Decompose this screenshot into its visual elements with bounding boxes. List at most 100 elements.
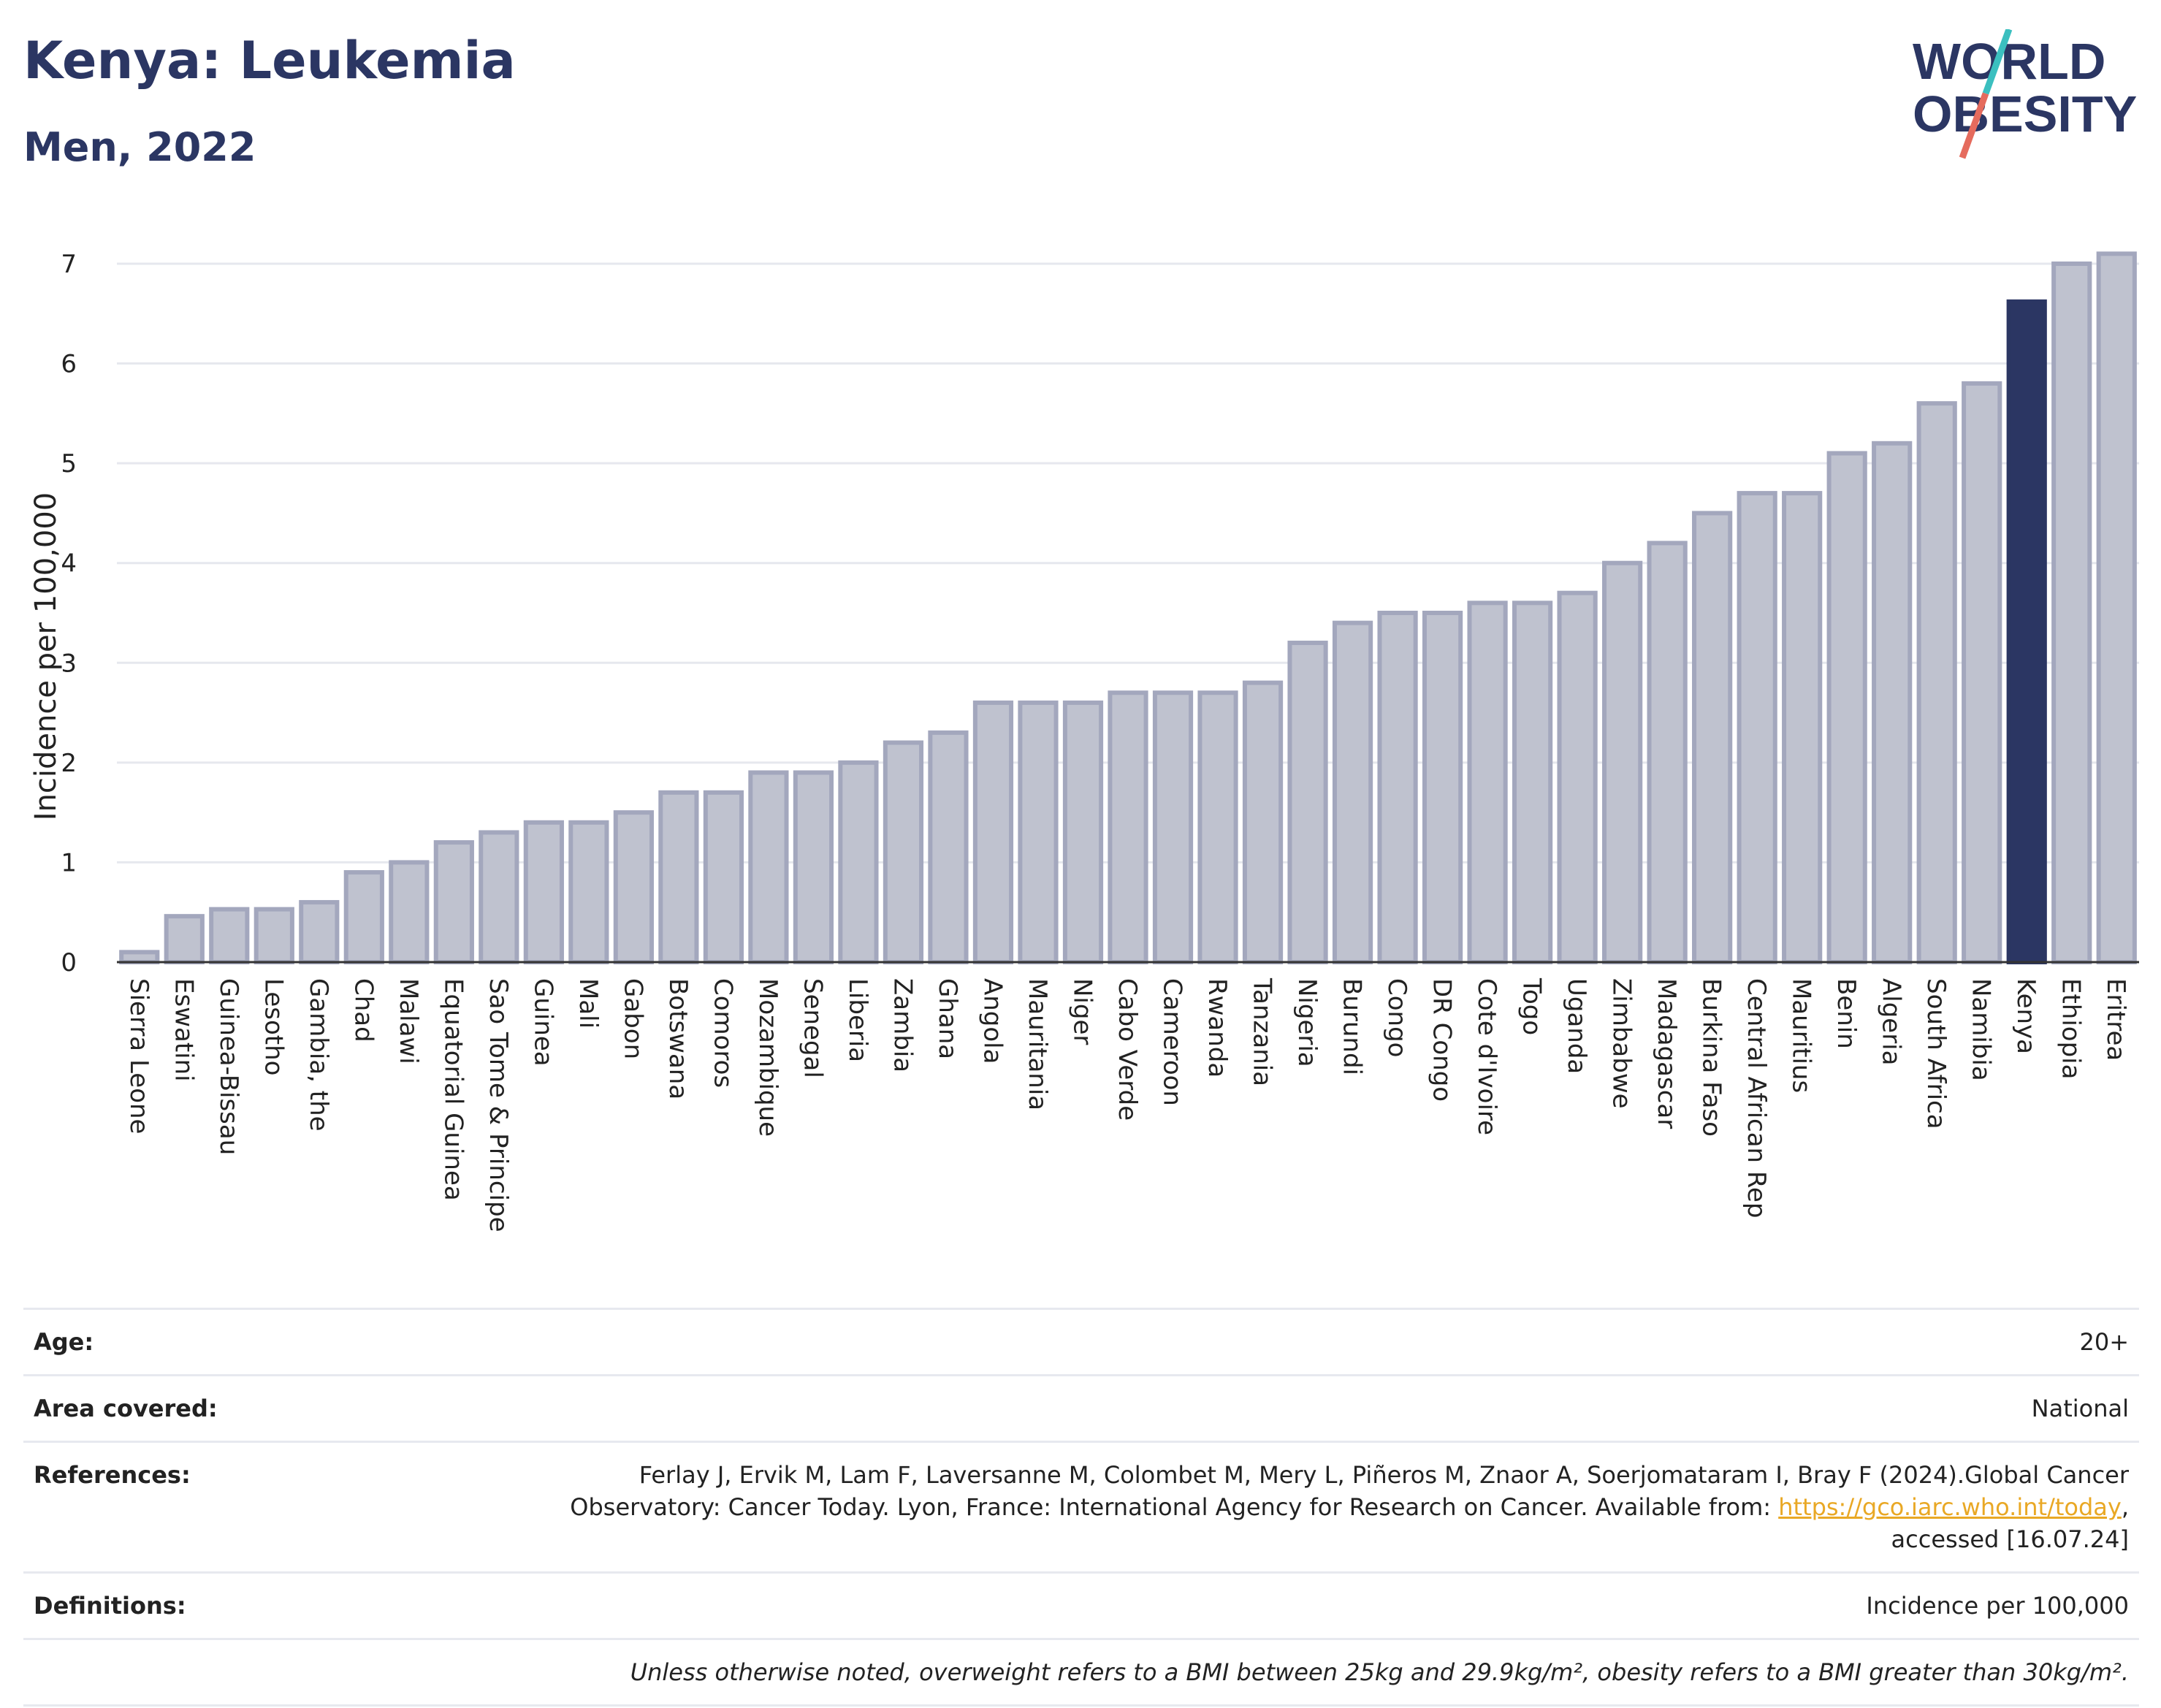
- bar-cabo-verde: [1108, 690, 1148, 964]
- bar-guinea-bissau: [209, 907, 250, 964]
- x-tick-label: Gabon: [618, 978, 647, 1059]
- logo-slash-coral: [1959, 92, 1989, 159]
- metadata-table: Age: 20+ Area covered: National Referenc…: [23, 1308, 2139, 1707]
- meta-row-definitions: Definitions: Incidence per 100,000: [23, 1571, 2139, 1638]
- bar-tanzania: [1242, 680, 1284, 964]
- x-tick-label: Mozambique: [753, 978, 782, 1137]
- references-value: Ferlay J, Ervik M, Lam F, Laversanne M, …: [191, 1459, 2129, 1555]
- bar-eswatini: [164, 914, 205, 965]
- x-tick-label: Gambia, the: [304, 978, 333, 1132]
- bar-cameroon: [1152, 690, 1194, 964]
- bar-mauritius: [1782, 491, 1823, 964]
- bar-dr-congo: [1422, 610, 1463, 965]
- x-tick-label: Ethiopia: [2057, 978, 2086, 1079]
- x-tick-label: Rwanda: [1203, 978, 1232, 1078]
- y-tick-label: 4: [61, 549, 77, 579]
- bar-sao-tome-principe: [479, 830, 519, 964]
- bar-namibia: [1962, 381, 2002, 964]
- y-tick-label: 0: [61, 948, 77, 977]
- x-tick-label: Sao Tome & Principe: [484, 978, 513, 1232]
- y-tick-label: 7: [61, 250, 77, 279]
- age-value: 20+: [2079, 1328, 2129, 1356]
- y-tick-label: 6: [61, 350, 77, 379]
- bar-senegal: [793, 770, 834, 964]
- bar-comoros: [703, 790, 744, 964]
- bar-benin: [1826, 451, 1867, 964]
- bar-niger: [1062, 700, 1104, 964]
- x-tick-label: Comoros: [708, 978, 737, 1088]
- x-tick-label: Botswana: [663, 978, 693, 1099]
- bar-burundi: [1332, 620, 1373, 965]
- bar-burkina-faso: [1692, 511, 1733, 964]
- bar-ethiopia: [2051, 261, 2092, 965]
- bar-south-africa: [1916, 401, 1957, 964]
- bar-botswana: [658, 790, 699, 964]
- meta-row-references: References: Ferlay J, Ervik M, Lam F, La…: [23, 1441, 2139, 1571]
- area-label: Area covered:: [34, 1395, 218, 1422]
- x-tick-label: Liberia: [843, 978, 872, 1062]
- bar-gabon: [613, 810, 654, 964]
- y-tick-label: 1: [61, 848, 77, 877]
- y-axis-ticks: 0 1 2 3 4 5 6 7: [61, 250, 77, 977]
- x-tick-label: Malawi: [394, 978, 423, 1064]
- x-tick-label: Mali: [573, 978, 603, 1029]
- bar-chad: [343, 870, 384, 965]
- bar-liberia: [838, 760, 879, 964]
- meta-row-note: Unless otherwise noted, overweight refer…: [23, 1638, 2139, 1707]
- bar-kenya: [2006, 299, 2047, 965]
- bar-madagascar: [1647, 541, 1688, 965]
- x-tick-label: Mauritius: [1787, 978, 1816, 1093]
- bar-sierra-leone: [119, 950, 160, 964]
- bar-uganda: [1557, 590, 1598, 964]
- x-tick-label: Namibia: [1967, 978, 1996, 1081]
- bars: [119, 251, 2137, 965]
- obesity-note: Unless otherwise noted, overweight refer…: [630, 1658, 2129, 1686]
- bar-mali: [568, 820, 609, 964]
- y-axis-label: Incidence per 100,000: [29, 492, 63, 821]
- definitions-label: Definitions:: [34, 1592, 186, 1620]
- bar-cote-d-ivoire: [1467, 601, 1508, 965]
- x-tick-label: Guinea-Bissau: [214, 978, 243, 1155]
- x-tick-label: Tanzania: [1248, 977, 1277, 1086]
- bar-ghana: [928, 730, 969, 964]
- bar-algeria: [1872, 441, 1913, 964]
- x-tick-label: Guinea: [528, 978, 557, 1067]
- bar-eritrea: [2096, 251, 2137, 965]
- bar-equatorial-guinea: [433, 840, 474, 965]
- bar-chart: 0 1 2 3 4 5 6 7 Sierra Leone Eswatini Guinea-Biss…: [29, 250, 2139, 1232]
- x-tick-label: Nigeria: [1292, 978, 1322, 1067]
- x-tick-label: South Africa: [1921, 978, 1951, 1129]
- x-tick-label: Niger: [1067, 978, 1097, 1045]
- bar-mozambique: [748, 770, 789, 964]
- bar-malawi: [389, 860, 430, 965]
- x-tick-label: Benin: [1832, 978, 1861, 1049]
- bar-mauritania: [1018, 700, 1059, 964]
- references-line-1: Ferlay J, Ervik M, Lam F, Laversanne M, …: [639, 1461, 2129, 1489]
- age-label: Age:: [34, 1328, 94, 1356]
- bar-guinea: [523, 820, 564, 964]
- references-line-3: accessed [16.07.24]: [1891, 1525, 2129, 1553]
- y-tick-label: 2: [61, 749, 77, 778]
- y-tick-label: 5: [61, 449, 77, 479]
- bar-zimbabwe: [1602, 560, 1643, 965]
- logo-text-obesity: OBESITY: [1913, 85, 2137, 142]
- x-tick-label: Chad: [348, 978, 378, 1042]
- x-tick-label: Eswatini: [169, 978, 198, 1082]
- meta-row-area: Area covered: National: [23, 1374, 2139, 1441]
- x-axis-labels: Sierra Leone Eswatini Guinea-Bissau Lesotho…: [124, 977, 2130, 1232]
- x-tick-label: Uganda: [1562, 978, 1591, 1074]
- area-value: National: [2031, 1395, 2129, 1422]
- logo-slash-teal: [1982, 29, 2013, 95]
- bar-zambia: [883, 740, 924, 964]
- x-tick-label: Senegal: [798, 978, 827, 1078]
- x-tick-label: Algeria: [1877, 978, 1906, 1065]
- x-tick-label: Mauritania: [1023, 978, 1052, 1110]
- page-title: Kenya: Leukemia: [23, 31, 516, 91]
- x-tick-label: Burkina Faso: [1697, 978, 1726, 1137]
- x-tick-label: Equatorial Guinea: [438, 978, 468, 1201]
- x-tick-label: Madagascar: [1652, 978, 1681, 1129]
- x-tick-label: Cabo Verde: [1113, 978, 1142, 1121]
- x-tick-label: Kenya: [2011, 978, 2040, 1054]
- references-link[interactable]: https://gco.iarc.who.int/today: [1778, 1493, 2122, 1521]
- x-tick-label: Zambia: [888, 978, 917, 1072]
